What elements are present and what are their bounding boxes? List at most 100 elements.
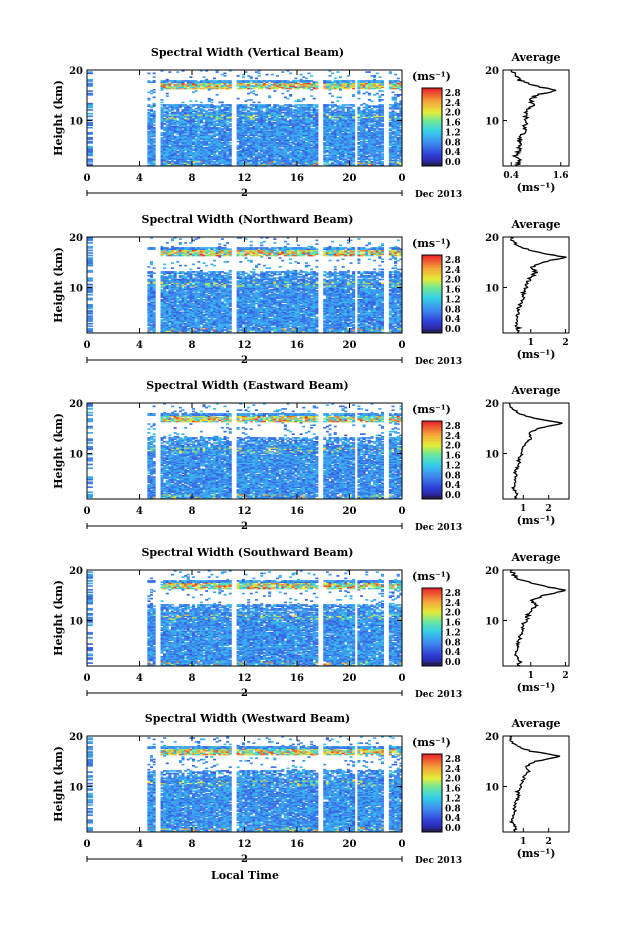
heatmap-cell	[200, 126, 203, 128]
heatmap-cell	[195, 104, 198, 106]
heatmap-cell	[184, 134, 187, 136]
heatmap-cell	[216, 163, 219, 165]
x-axis-label: Local Time	[211, 869, 279, 882]
heatmap-cell	[163, 110, 166, 112]
heatmap-cell	[150, 93, 153, 95]
heatmap-cell	[237, 145, 240, 147]
heatmap-cell	[187, 105, 190, 107]
heatmap-cell	[195, 138, 198, 140]
heatmap	[88, 70, 403, 166]
heatmap-cell	[213, 105, 216, 107]
heatmap-cell	[153, 89, 156, 91]
heatmap-cell	[237, 80, 240, 82]
heatmap-cell	[197, 112, 200, 114]
heatmap-cell	[245, 80, 248, 82]
heatmap-cell	[203, 122, 206, 124]
heatmap-cell	[229, 158, 232, 160]
heatmap-cell	[174, 104, 177, 106]
heatmap-cell	[174, 112, 177, 114]
heatmap-cell	[226, 124, 229, 126]
heatmap-cell	[224, 73, 227, 75]
heatmap-cell	[182, 80, 185, 82]
heatmap-cell	[147, 109, 150, 111]
heatmap-cell	[242, 121, 245, 123]
heatmap-cell	[192, 146, 195, 148]
heatmap-cell	[237, 104, 240, 106]
heatmap-cell	[150, 138, 153, 140]
heatmap-cell	[195, 110, 198, 112]
heatmap-cell	[187, 126, 190, 128]
heatmap-cell	[203, 109, 206, 111]
heatmap-cell	[166, 107, 169, 109]
heatmap-cell	[179, 80, 182, 82]
heatmap-cell	[189, 104, 192, 106]
heatmap-cell	[150, 105, 153, 107]
heatmap-cell	[153, 76, 156, 78]
heatmap-cell	[153, 103, 156, 105]
panel-title: Spectral Width (Vertical Beam)	[151, 46, 344, 59]
heatmap-cell	[216, 123, 219, 125]
heatmap-cell	[210, 102, 213, 104]
heatmap-cell	[171, 80, 174, 82]
heatmap-cell	[216, 94, 219, 96]
heatmap-cell	[216, 138, 219, 140]
heatmap-cell	[226, 104, 229, 106]
heatmap-cell	[226, 132, 229, 134]
heatmap-cell	[163, 114, 166, 116]
heatmap-cell	[168, 146, 171, 148]
heatmap-cell	[210, 127, 213, 129]
heatmap-cell	[166, 79, 169, 81]
heatmap-cell	[184, 152, 187, 154]
heatmap-cell	[229, 104, 232, 106]
heatmap-cell	[174, 161, 177, 163]
heatmap-cell	[203, 104, 206, 106]
heatmap-cell	[153, 91, 156, 93]
heatmap-cell	[163, 104, 166, 106]
heatmap-cell	[171, 141, 174, 143]
heatmap-cell	[184, 84, 187, 86]
heatmap-cell	[153, 124, 156, 126]
heatmap-cell	[216, 133, 219, 135]
heatmap-cell	[221, 109, 224, 111]
heatmap-cell	[147, 112, 150, 114]
heatmap-cell	[200, 141, 203, 143]
heatmap-cell	[147, 98, 150, 100]
heatmap-cell	[161, 80, 164, 82]
heatmap-cell	[168, 83, 171, 85]
heatmap-cell	[229, 142, 232, 144]
heatmap-cell	[208, 109, 211, 111]
heatmap-cell	[176, 121, 179, 123]
heatmap-cell	[192, 104, 195, 106]
heatmap-cell	[203, 113, 206, 115]
heatmap-cell	[161, 107, 164, 109]
heatmap-cell	[242, 80, 245, 82]
heatmap-cell	[195, 80, 198, 82]
heatmap-cell	[166, 110, 169, 112]
heatmap-cell	[203, 124, 206, 126]
heatmap-cell	[221, 80, 224, 82]
heatmap-cell	[166, 95, 169, 97]
heatmap-cell	[189, 80, 192, 82]
heatmap-cell	[197, 104, 200, 106]
heatmap-cell	[245, 84, 248, 86]
heatmap-cell	[182, 109, 185, 111]
heatmap-cell	[195, 90, 198, 92]
heatmap-cell	[192, 148, 195, 150]
heatmap-cell	[147, 73, 150, 75]
heatmap-cell	[200, 80, 203, 82]
heatmap-cell	[208, 98, 211, 100]
heatmap-cell	[218, 151, 221, 153]
heatmap-cell	[226, 122, 229, 124]
heatmap-cell	[200, 102, 203, 104]
heatmap-cell	[171, 86, 174, 88]
heatmap-cell	[189, 107, 192, 109]
heatmap-cell	[166, 104, 169, 106]
heatmap-cell	[210, 134, 213, 136]
heatmap-cell	[216, 80, 219, 82]
heatmap-cell	[229, 80, 232, 82]
heatmap-cell	[184, 80, 187, 82]
heatmap-cell	[203, 76, 206, 78]
spectral-width-figure: Local Time Spectral Width (Vertical Beam…	[0, 0, 617, 929]
heatmap-cell	[174, 136, 177, 138]
heatmap-cell	[200, 88, 203, 90]
